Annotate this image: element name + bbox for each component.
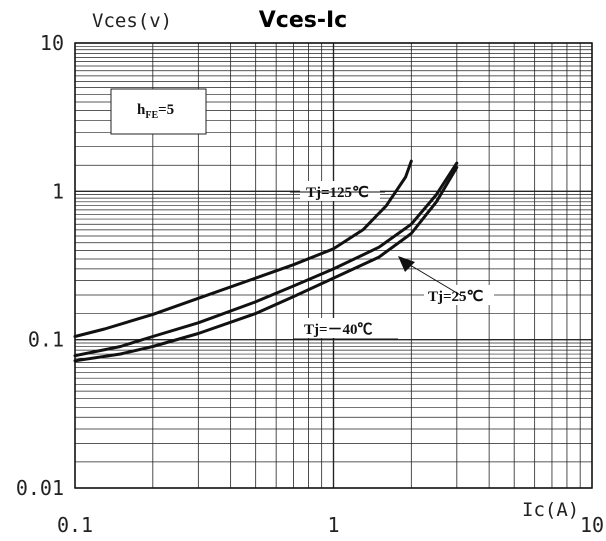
- series-lines: [73, 159, 459, 363]
- y-tick-label: 0.01: [16, 476, 64, 500]
- y-tick-label: 0.1: [28, 328, 64, 352]
- annotation-box: hFE=5: [110, 88, 207, 135]
- series-label-125-bg: [300, 181, 380, 201]
- chart-title: Vces-Ic: [259, 8, 347, 33]
- tick-labels: 0.1 1 10 10 1 0.1 0.01: [16, 31, 604, 537]
- x-tick-label: 10: [580, 513, 604, 537]
- series-label-minus40-bg: [300, 318, 390, 338]
- arrow-head-icon: [398, 256, 415, 272]
- series-label-25-text: Tj=25℃: [428, 289, 484, 305]
- y-tick-label: 1: [52, 179, 64, 203]
- series-line-1: [73, 161, 459, 358]
- series-label-minus40: Tj=－40℃: [293, 318, 398, 340]
- series-line-2: [73, 165, 459, 363]
- x-tick-label: 1: [327, 513, 339, 537]
- series-label-25-bg: [424, 285, 494, 305]
- grid: [74, 42, 593, 489]
- y-axis-label: Vces(v): [92, 10, 172, 32]
- y-tick-label: 10: [40, 31, 64, 55]
- annotation-box-text: hFE=5: [137, 102, 174, 121]
- series-label-25: Tj=25℃: [398, 256, 494, 305]
- plot-frame: [74, 42, 593, 489]
- series-label-minus40-text: Tj=－40℃: [304, 321, 373, 338]
- series-line-0: [73, 159, 413, 338]
- x-tick-label: 0.1: [57, 513, 93, 537]
- annotation-box-frame: [110, 88, 207, 135]
- x-axis-label: Ic(A): [522, 499, 579, 521]
- series-label-125: Tj=125℃: [290, 181, 385, 201]
- series-label-125-text: Tj=125℃: [306, 185, 369, 201]
